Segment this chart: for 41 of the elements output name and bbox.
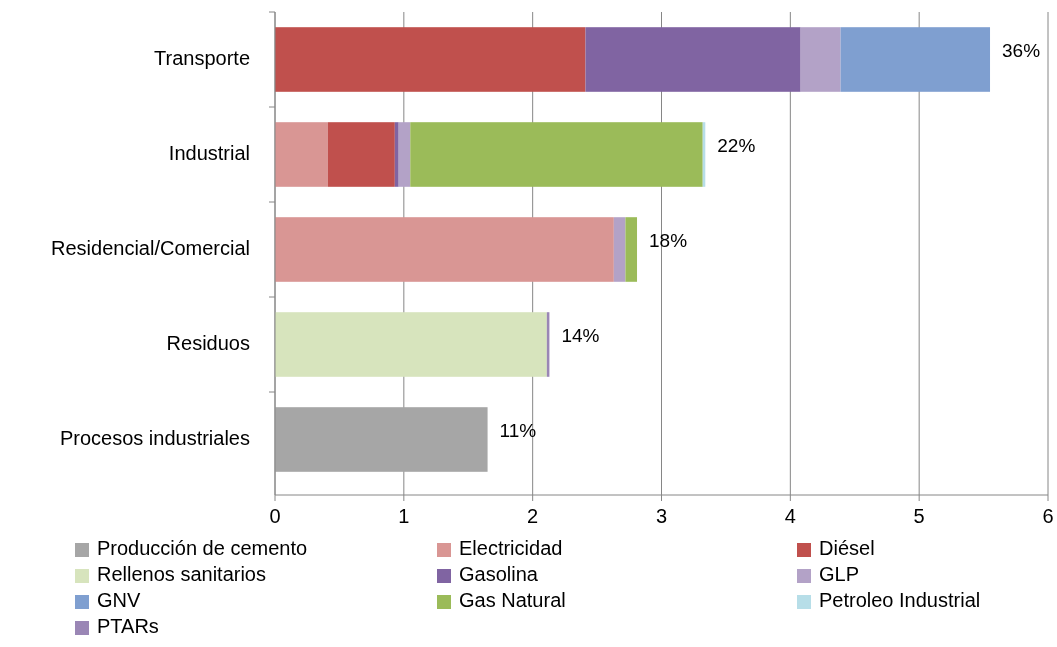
bar bbox=[585, 27, 801, 92]
annotation: 22% bbox=[717, 134, 756, 156]
legend-label: Petroleo Industrial bbox=[819, 589, 981, 612]
x-tick-label: 6 bbox=[1042, 505, 1054, 527]
legend-label: Gasolina bbox=[459, 563, 539, 586]
legend-label: Gas Natural bbox=[459, 589, 566, 612]
bar bbox=[613, 217, 626, 282]
bar bbox=[327, 122, 395, 187]
legend-label: Producción de cemento bbox=[97, 537, 308, 560]
legend-label: Electricidad bbox=[459, 537, 563, 560]
bar bbox=[275, 122, 328, 187]
legend-label: GNV bbox=[97, 589, 141, 612]
legend-label: Rellenos sanitarios bbox=[97, 563, 266, 586]
x-tick-label: 3 bbox=[655, 505, 668, 527]
x-tick-label: 1 bbox=[398, 505, 410, 527]
bar bbox=[394, 122, 399, 187]
y-tick-label: Residuos bbox=[166, 331, 250, 354]
y-tick-label: Procesos industriales bbox=[59, 426, 250, 449]
x-tick-label: 5 bbox=[913, 505, 925, 527]
bar bbox=[275, 27, 586, 92]
legend-label: GLP bbox=[819, 563, 860, 586]
annotation: 36% bbox=[1002, 39, 1041, 61]
bar bbox=[410, 122, 703, 187]
y-tick-label: Residencial/Comercial bbox=[51, 236, 250, 259]
bar bbox=[800, 27, 841, 92]
bar bbox=[275, 312, 547, 377]
annotation: 14% bbox=[561, 324, 600, 346]
x-tick-label: 4 bbox=[784, 505, 796, 527]
annotation: 11% bbox=[499, 419, 537, 441]
bar bbox=[840, 27, 991, 92]
legend-label: PTARs bbox=[97, 615, 159, 638]
bar bbox=[275, 407, 488, 472]
bar bbox=[625, 217, 638, 282]
x-tick-label: 2 bbox=[527, 505, 539, 527]
bar bbox=[398, 122, 411, 187]
legend-label: Diésel bbox=[819, 537, 875, 560]
y-tick-label: Transporte bbox=[154, 46, 250, 69]
bar bbox=[275, 217, 614, 282]
annotation: 18% bbox=[649, 229, 688, 251]
x-tick-label: 0 bbox=[269, 505, 281, 527]
y-tick-label: Industrial bbox=[168, 141, 250, 164]
